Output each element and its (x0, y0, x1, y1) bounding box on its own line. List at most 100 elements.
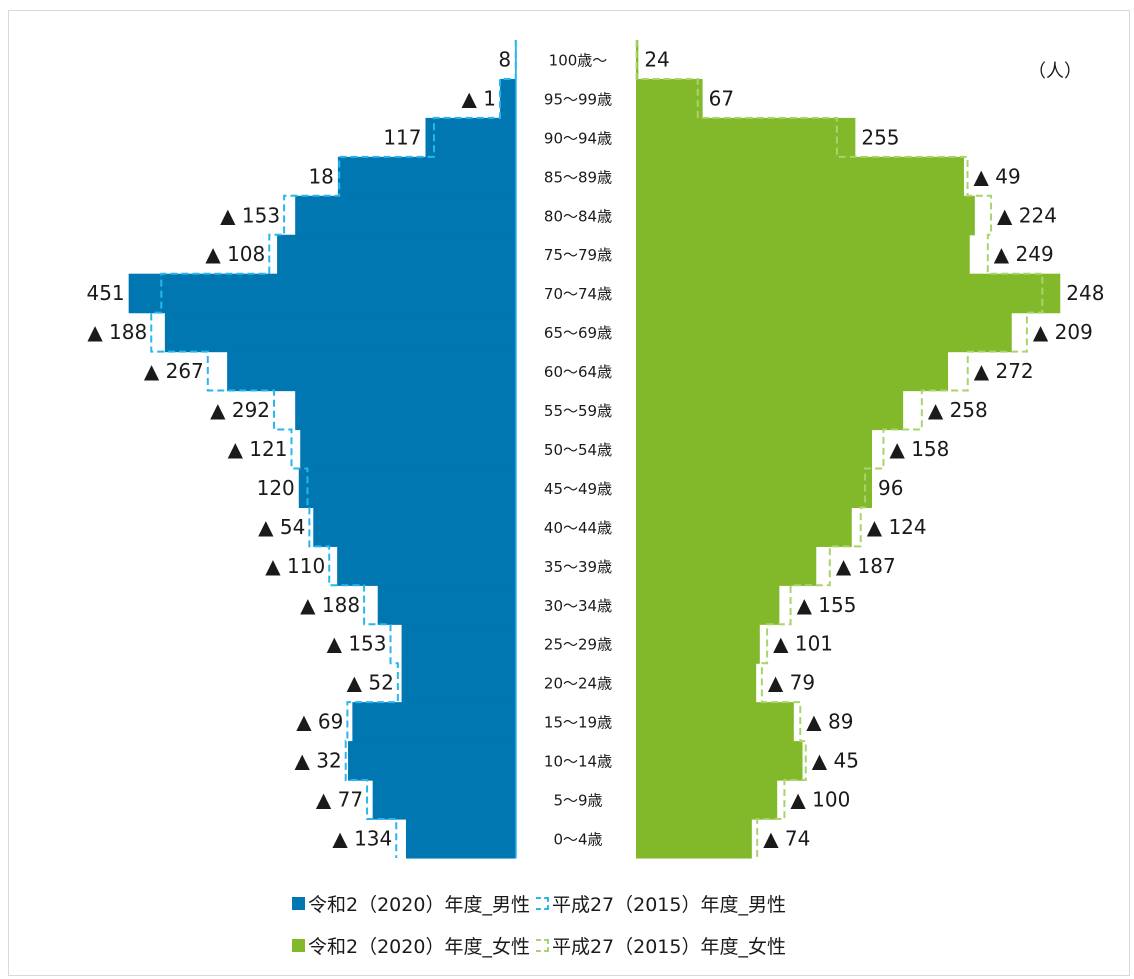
female-2020-bar-10 (636, 429, 873, 470)
female-change-label-6: 248 (1066, 281, 1104, 305)
male-2020-bar-7 (164, 312, 517, 353)
legend-label-male-2015: 平成27（2015）年度_男性 (551, 894, 786, 916)
male-change-label-1: ▲ 1 (462, 86, 496, 110)
age-label-6: 70～74歳 (544, 285, 612, 303)
male-2020-bar-2 (425, 117, 516, 158)
female-change-label-18: ▲ 45 (812, 749, 859, 773)
male-2020-bar-5 (277, 234, 516, 275)
female-2020-bar-15 (636, 624, 760, 664)
age-label-17: 15～19歳 (544, 714, 612, 732)
male-2020-bar-17 (352, 702, 516, 742)
male-2020-bar-15 (401, 624, 516, 664)
legend-item-female-2020: 令和2（2020）年度_女性 (292, 932, 530, 959)
male-2020-bar-12 (313, 507, 516, 547)
female-change-label-11: 96 (878, 476, 903, 500)
male-2015-outline (150, 40, 517, 858)
age-label-2: 90～94歳 (544, 129, 612, 147)
male-2020-bar-11 (298, 468, 516, 508)
female-2020-bar-17 (636, 702, 794, 742)
female-change-label-8: ▲ 272 (974, 359, 1034, 383)
female-change-label-19: ▲ 100 (790, 788, 850, 812)
legend-label-female-2015: 平成27（2015）年度_女性 (551, 936, 786, 958)
female-change-label-3: ▲ 49 (974, 164, 1021, 188)
age-label-13: 35～39歳 (544, 558, 612, 576)
female-2020-bar-2 (636, 117, 856, 158)
female-change-label-5: ▲ 249 (994, 242, 1054, 266)
male-change-label-3: 18 (308, 164, 333, 188)
legend-swatch-female-2015 (535, 939, 549, 952)
male-2020-bar-13 (337, 546, 516, 586)
female-change-label-20: ▲ 74 (763, 826, 810, 850)
male-change-label-17: ▲ 69 (296, 710, 343, 734)
age-label-19: 5～9歳 (553, 792, 602, 810)
age-label-9: 55～59歳 (544, 402, 612, 420)
age-axis-labels: 100歳～ 95～99歳 90～94歳 85～89歳 80～84歳 75～79歳 70～74… (544, 51, 612, 848)
female-2020-bar-19 (636, 780, 778, 820)
female-change-label-15: ▲ 101 (773, 632, 833, 656)
age-label-20: 0～4歳 (553, 830, 602, 848)
legend-label-male-2020: 令和2（2020）年度_男性 (308, 894, 530, 916)
male-change-label-20: ▲ 134 (332, 826, 392, 850)
female-2020-bar-7 (636, 312, 1012, 353)
male-change-label-8: ▲ 267 (144, 359, 204, 383)
male-2020-bar-19 (372, 780, 516, 820)
female-change-label-17: ▲ 89 (806, 710, 853, 734)
male-change-label-5: ▲ 108 (205, 242, 265, 266)
male-2020-bar-9 (295, 390, 516, 431)
male-change-label-12: ▲ 54 (258, 515, 305, 539)
male-change-label-2: 117 (383, 125, 421, 149)
female-change-label-14: ▲ 155 (797, 593, 857, 617)
female-2020-bar-18 (636, 741, 803, 781)
male-change-label-14: ▲ 188 (300, 593, 360, 617)
female-2020-bar-20 (636, 819, 752, 859)
female-change-label-2: 255 (861, 125, 899, 149)
age-label-15: 25～29歳 (544, 636, 612, 654)
age-label-5: 75～79歳 (544, 246, 612, 264)
female-change-label-16: ▲ 79 (768, 671, 815, 695)
male-change-label-0: 8 (498, 47, 511, 71)
male-change-label-4: ▲ 153 (220, 203, 280, 227)
age-label-10: 50～54歳 (544, 441, 612, 459)
age-label-8: 60～64歳 (544, 363, 612, 381)
male-change-label-16: ▲ 52 (347, 671, 394, 695)
male-2020-bar-20 (405, 819, 516, 859)
age-label-12: 40～44歳 (544, 519, 612, 537)
male-change-label-7: ▲ 188 (87, 320, 147, 344)
female-2020-bar-1 (636, 78, 703, 119)
age-label-11: 45～49歳 (544, 480, 612, 498)
male-2020-bar-4 (295, 195, 516, 236)
male-2020-bar-10 (300, 429, 516, 470)
age-label-14: 30～34歳 (544, 597, 612, 615)
male-change-label-19: ▲ 77 (316, 788, 363, 812)
female-change-label-4: ▲ 224 (997, 203, 1057, 227)
male-change-label-10: ▲ 121 (228, 437, 288, 461)
female-change-label-12: ▲ 124 (867, 515, 927, 539)
female-2020-bar-9 (636, 390, 904, 431)
female-bars (636, 40, 1061, 859)
female-change-label-13: ▲ 187 (836, 554, 896, 578)
legend-label-female-2020: 令和2（2020）年度_女性 (308, 936, 530, 958)
legend-swatch-male-2015 (535, 897, 549, 910)
population-pyramid-chart: 8 24 ▲ 1 67 117 255 18 ▲ 49 ▲ 153 ▲ 224 ▲ 108 ▲ 249… (86, 40, 1104, 859)
male-2020-bar-6 (128, 273, 516, 314)
age-label-7: 65～69歳 (544, 324, 612, 342)
age-label-1: 95～99歳 (544, 90, 612, 108)
male-2020-bar-1 (500, 78, 516, 119)
female-2015-outline (635, 40, 1044, 858)
male-change-label-11: 120 (257, 476, 295, 500)
legend-item-male-2020: 令和2（2020）年度_男性 (292, 890, 530, 917)
female-change-label-7: ▲ 209 (1033, 320, 1093, 344)
female-2020-bar-8 (636, 351, 949, 392)
female-change-label-0: 24 (644, 47, 669, 71)
female-2015-outline-path (635, 40, 1044, 858)
female-2020-bar-6 (636, 273, 1061, 314)
unit-label: （人） (1028, 61, 1082, 82)
data-labels: 8 24 ▲ 1 67 117 255 18 ▲ 49 ▲ 153 ▲ 224 ▲ 108 ▲ 249… (86, 47, 1104, 850)
male-2020-bar-8 (227, 351, 516, 392)
age-label-16: 20～24歳 (544, 675, 612, 693)
male-2020-bar-18 (348, 741, 516, 781)
female-2020-bar-5 (636, 234, 970, 275)
age-label-0: 100歳～ (549, 51, 608, 69)
male-change-label-6: 451 (86, 281, 124, 305)
legend-row-1: 令和2（2020）年度_男性 平成27（2015）年度_男性 (292, 890, 792, 917)
